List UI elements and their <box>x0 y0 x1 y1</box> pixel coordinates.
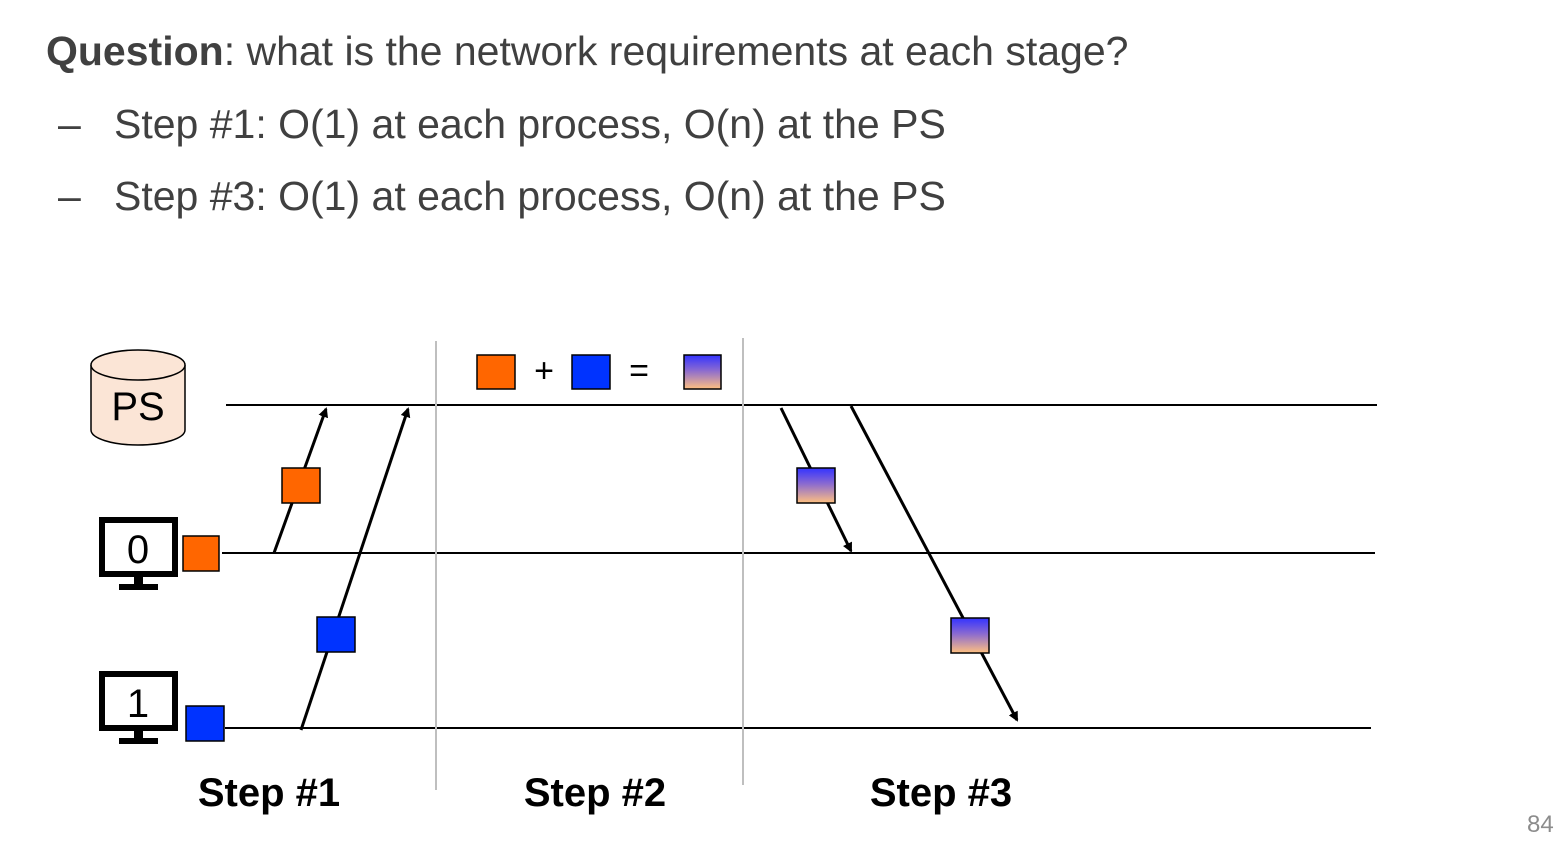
bullet-step-1: – Step #1: O(1) at each process, O(n) at … <box>58 99 946 149</box>
bullet-dash: – <box>58 101 81 147</box>
bullet-text: Step #1: O(1) at each process, O(n) at t… <box>114 101 946 147</box>
monitor-icon <box>99 517 178 590</box>
equation-square-orange <box>476 354 516 390</box>
database-icon <box>90 349 186 446</box>
worker1-label: 1 <box>127 682 149 726</box>
push-square-orange <box>281 467 321 504</box>
worker0-gradient-square <box>182 535 220 572</box>
bullet-step-3: – Step #3: O(1) at each process, O(n) at … <box>58 171 946 221</box>
question-text: : what is the network requirements at ea… <box>223 28 1129 74</box>
bullet-dash: – <box>58 173 81 219</box>
equation-square-aggregated <box>683 354 722 390</box>
step-label-3: Step #3 <box>870 771 1012 815</box>
step-label-1: Step #1 <box>198 771 340 815</box>
worker0-label: 0 <box>127 528 149 572</box>
pull-square-aggregated-0 <box>796 467 836 504</box>
equation-equals: = <box>629 352 649 390</box>
pull-arrow-worker1 <box>849 405 1019 722</box>
pull-square-aggregated-1 <box>950 617 990 654</box>
equation-square-blue <box>571 354 611 390</box>
question-label: Question <box>46 28 224 74</box>
monitor-icon <box>99 671 178 744</box>
equation-plus: + <box>534 352 554 390</box>
step-label-2: Step #2 <box>524 771 666 815</box>
push-arrow-worker1 <box>299 407 411 731</box>
worker1-gradient-square <box>185 705 225 742</box>
ps-label: PS <box>111 385 164 429</box>
page-number: 84 <box>1527 811 1554 838</box>
push-square-blue <box>316 616 356 653</box>
question-line: Question: what is the network requiremen… <box>46 26 1128 76</box>
bullet-text: Step #3: O(1) at each process, O(n) at t… <box>114 173 946 219</box>
